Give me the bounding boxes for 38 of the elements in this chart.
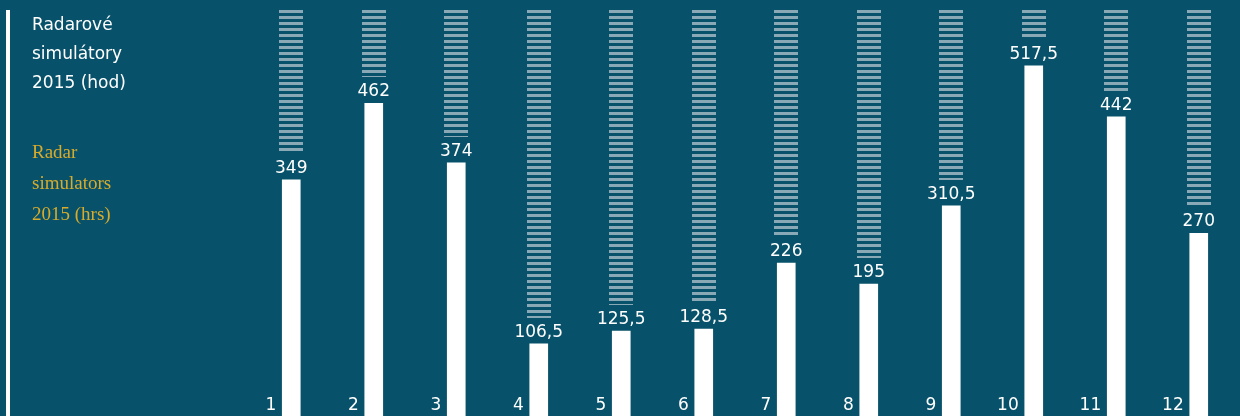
- data-label: 442: [1100, 93, 1133, 114]
- data-label: 517,5: [1009, 42, 1059, 63]
- bar: [281, 179, 301, 416]
- x-tick-label: 5: [595, 393, 607, 414]
- x-tick-label: 2: [347, 393, 359, 414]
- x-tick-label: 6: [677, 393, 689, 414]
- x-tick-label: 3: [430, 393, 442, 414]
- x-tick-label: 8: [842, 393, 854, 414]
- data-label: 195: [852, 260, 885, 281]
- data-label: 310,5: [926, 182, 976, 203]
- x-tick-label: 1: [265, 393, 277, 414]
- x-tick-label: 9: [925, 393, 937, 414]
- data-label: 462: [357, 80, 390, 101]
- x-tick-label: 11: [1079, 393, 1102, 414]
- x-tick-label: 12: [1162, 393, 1184, 414]
- text: Radarové simulátory 2015 (hod): [32, 13, 127, 94]
- x-tick-label: 10: [997, 393, 1019, 414]
- bar: [446, 162, 466, 416]
- data-label: 349: [275, 156, 308, 177]
- bar: [364, 103, 384, 416]
- text: Radar simulators 2015 (hrs): [32, 140, 113, 226]
- data-label: 125,5: [596, 308, 646, 328]
- x-tick-label: 7: [760, 393, 772, 414]
- data-label: 106,5: [514, 320, 564, 341]
- bar: [1189, 232, 1209, 416]
- data-label: 374: [440, 139, 473, 160]
- bar: [611, 330, 631, 416]
- bar: [529, 343, 549, 416]
- bar: [694, 328, 714, 416]
- bar: [1106, 116, 1126, 416]
- data-label: 226: [770, 240, 803, 260]
- bar: [776, 262, 796, 416]
- bar: [859, 283, 879, 416]
- x-tick-label: 4: [512, 393, 524, 414]
- bar: [1024, 65, 1044, 416]
- data-label: 128,5: [679, 305, 729, 326]
- data-label: 270: [1182, 210, 1215, 231]
- bar: [941, 205, 961, 416]
